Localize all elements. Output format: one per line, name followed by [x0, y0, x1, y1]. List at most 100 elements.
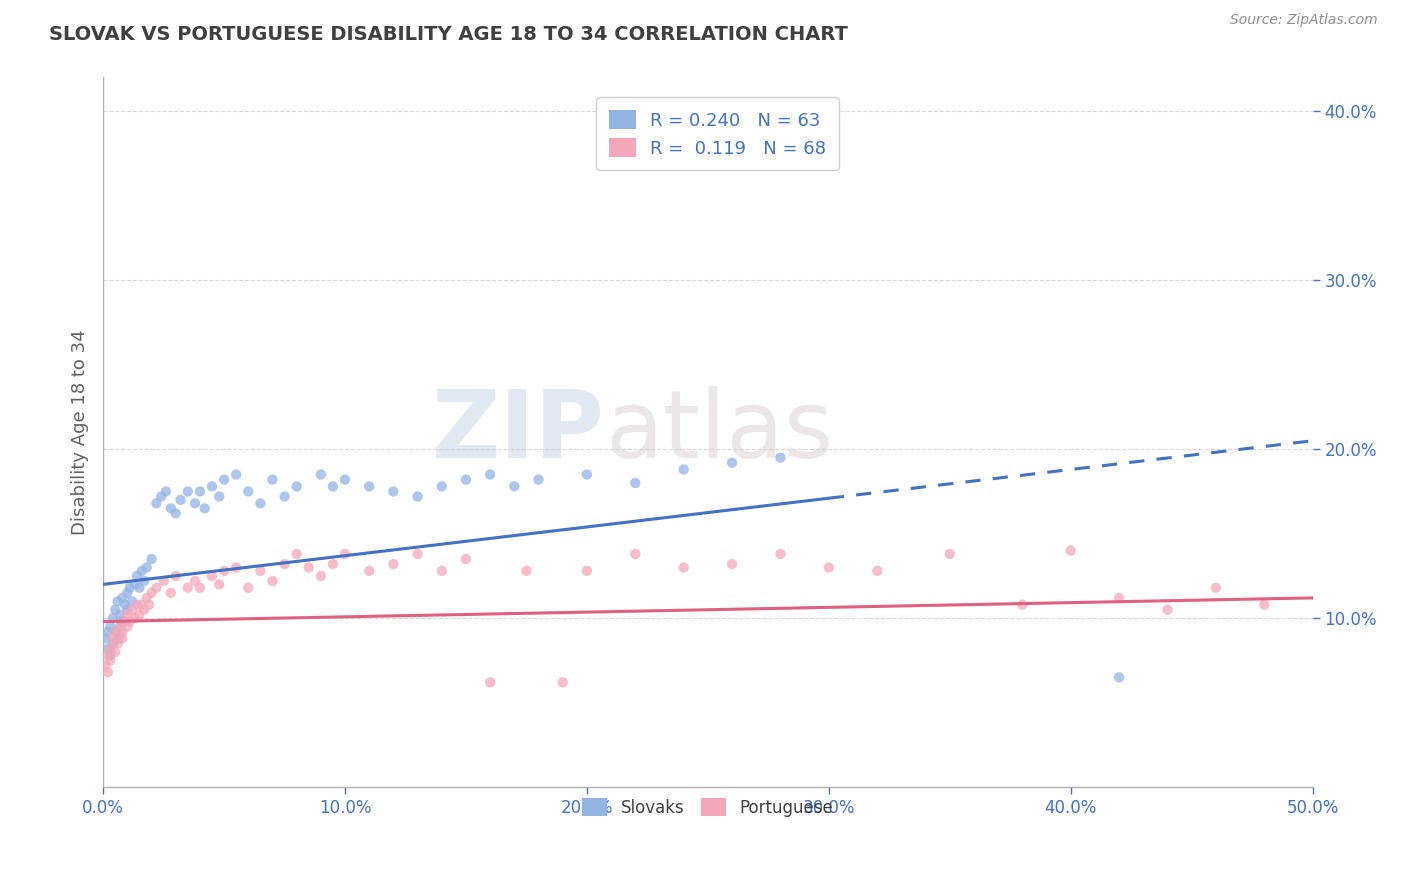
Point [124, 577, 146, 591]
Point [117, 607, 139, 622]
Point [333, 473, 356, 487]
Point [138, 598, 160, 612]
Point [108, 620, 131, 634]
Point [117, 586, 139, 600]
Point [1253, 598, 1275, 612]
Point [503, 479, 526, 493]
Point [100, 653, 122, 667]
Point [273, 557, 295, 571]
Point [111, 632, 134, 646]
Point [114, 598, 136, 612]
Point [145, 581, 167, 595]
Point [624, 547, 647, 561]
Point [201, 479, 224, 493]
Point [107, 594, 129, 608]
Point [134, 603, 156, 617]
Point [225, 560, 247, 574]
Point [382, 557, 405, 571]
Point [430, 479, 453, 493]
Point [769, 450, 792, 465]
Text: ZIP: ZIP [432, 386, 605, 478]
Point [515, 564, 537, 578]
Point [721, 456, 744, 470]
Point [124, 611, 146, 625]
Legend: Slovaks, Portuguese: Slovaks, Portuguese [574, 790, 842, 825]
Point [104, 624, 127, 639]
Point [575, 564, 598, 578]
Point [155, 484, 177, 499]
Point [111, 591, 134, 605]
Point [107, 636, 129, 650]
Point [575, 467, 598, 482]
Point [188, 484, 211, 499]
Point [97, 641, 120, 656]
Point [262, 574, 284, 588]
Point [152, 574, 174, 588]
Point [104, 645, 127, 659]
Point [866, 564, 889, 578]
Point [141, 586, 163, 600]
Text: atlas: atlas [605, 386, 834, 478]
Point [111, 615, 134, 629]
Point [135, 560, 157, 574]
Point [201, 569, 224, 583]
Point [939, 547, 962, 561]
Point [406, 490, 429, 504]
Point [672, 560, 695, 574]
Point [624, 475, 647, 490]
Point [208, 490, 231, 504]
Text: Source: ZipAtlas.com: Source: ZipAtlas.com [1230, 13, 1378, 28]
Point [238, 581, 260, 595]
Point [208, 577, 231, 591]
Point [128, 607, 150, 622]
Point [145, 496, 167, 510]
Point [107, 632, 129, 646]
Point [1205, 581, 1227, 595]
Point [104, 603, 127, 617]
Point [101, 611, 124, 625]
Point [121, 603, 143, 617]
Point [1011, 598, 1033, 612]
Point [131, 564, 153, 578]
Point [150, 490, 173, 504]
Point [108, 620, 131, 634]
Point [160, 501, 183, 516]
Point [114, 615, 136, 629]
Point [454, 473, 477, 487]
Point [249, 496, 271, 510]
Point [100, 641, 122, 656]
Point [817, 560, 839, 574]
Point [165, 507, 187, 521]
Text: SLOVAK VS PORTUGUESE DISABILITY AGE 18 TO 34 CORRELATION CHART: SLOVAK VS PORTUGUESE DISABILITY AGE 18 T… [49, 25, 848, 44]
Point [249, 564, 271, 578]
Point [309, 467, 332, 482]
Point [117, 603, 139, 617]
Point [101, 636, 124, 650]
Point [309, 569, 332, 583]
Point [359, 479, 381, 493]
Point [1060, 543, 1083, 558]
Point [94, 632, 117, 646]
Point [769, 547, 792, 561]
Point [721, 557, 744, 571]
Y-axis label: Disability Age 18 to 34: Disability Age 18 to 34 [72, 329, 89, 535]
Point [131, 598, 153, 612]
Point [97, 648, 120, 663]
Point [479, 467, 502, 482]
Point [1156, 603, 1178, 617]
Point [551, 675, 574, 690]
Point [118, 615, 141, 629]
Point [382, 484, 405, 499]
Point [108, 628, 131, 642]
Point [100, 620, 122, 634]
Point [1108, 670, 1130, 684]
Point [194, 501, 217, 516]
Point [101, 632, 124, 646]
Point [108, 607, 131, 622]
Point [238, 484, 260, 499]
Point [454, 552, 477, 566]
Point [479, 675, 502, 690]
Point [177, 581, 200, 595]
Point [527, 473, 550, 487]
Point [333, 547, 356, 561]
